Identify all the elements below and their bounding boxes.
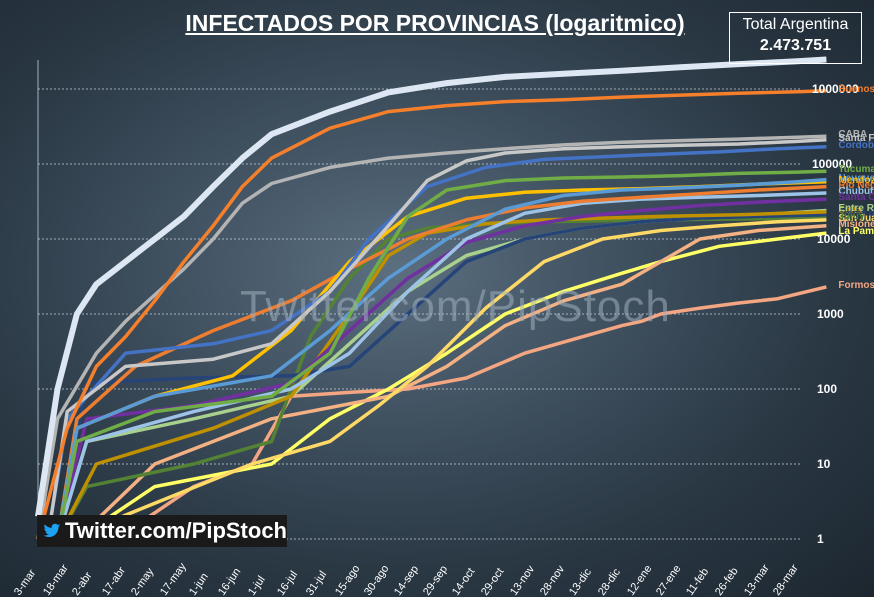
series-label-tucuman: Tucuman (838, 164, 874, 176)
series-label-tierra-del-fuego: Tierra del Fuego (838, 207, 874, 219)
series-line-tucuman (55, 169, 827, 540)
series-line-tierra-del-fuego (55, 213, 827, 540)
series-label-mendoza: Mendoza (838, 174, 874, 186)
series-line-buenos-aires (36, 88, 827, 540)
series-line-san-juan (66, 218, 827, 541)
series-line-formosa (114, 285, 827, 541)
y-tick-label: 1 (817, 532, 824, 546)
y-tick-label: 1000000 (812, 82, 859, 96)
total-argentina-box: Total Argentina 2.473.751 (729, 12, 862, 64)
y-tick-label: 100000 (812, 157, 853, 171)
series-label-salta: Salta (838, 204, 863, 216)
series-label-buenos-aires: Buenos Aires (838, 83, 874, 95)
y-tick-label: 1000 (817, 307, 844, 321)
series-line-la-pampa (75, 231, 827, 541)
series-label-santa-fe: Santa Fe (838, 132, 874, 144)
series-line-mendoza (55, 179, 827, 540)
series-line-misiones (75, 224, 827, 541)
y-tick-label: 100 (817, 382, 838, 396)
total-label: Total Argentina (742, 16, 849, 33)
twitter-badge[interactable]: Twitter.com/PipStoch (37, 515, 287, 547)
series-label-jujuy: Jujuy (838, 211, 865, 223)
series-label-misiones: Misiones (838, 218, 874, 230)
series-label-entre-rios: Entre Rios (838, 203, 874, 215)
chart-title: INFECTADOS POR PROVINCIAS (logaritmico) (185, 10, 685, 36)
watermark-text: Twitter.com/PipStoch (240, 282, 671, 331)
series-label-formosa: Formosa (838, 279, 874, 291)
series-label-san-juan: San Juan (838, 212, 874, 224)
series-line-neuquen (55, 177, 827, 540)
series-label-santa-cruz: Santa Cruz (838, 192, 874, 204)
series-line-chubut (55, 191, 827, 540)
series-line-caba (36, 134, 827, 540)
series-line-rio-negro (55, 184, 827, 540)
total-value: 2.473.751 (759, 37, 832, 54)
series-line-cordoba (45, 144, 827, 540)
series-label-caba: CABA (838, 129, 868, 141)
y-tick-label: 10000 (817, 232, 851, 246)
twitter-bird-icon (43, 523, 61, 538)
series-label-cordoba: Cordoba (838, 139, 874, 151)
y-tick-label: 10 (817, 457, 831, 471)
series-label-chubut: Chubut (838, 186, 874, 198)
series-line-total-argentina (35, 56, 827, 517)
series-label-neuquen: Neuquen (838, 172, 874, 184)
series-layer (35, 56, 827, 541)
series-line-santa-fe (45, 138, 827, 540)
twitter-badge-text: Twitter.com/PipStoch (64, 518, 287, 543)
series-label-rio-negro: Rio Negro (838, 179, 874, 191)
series-label-la-pampa: La Pampa (838, 226, 874, 238)
